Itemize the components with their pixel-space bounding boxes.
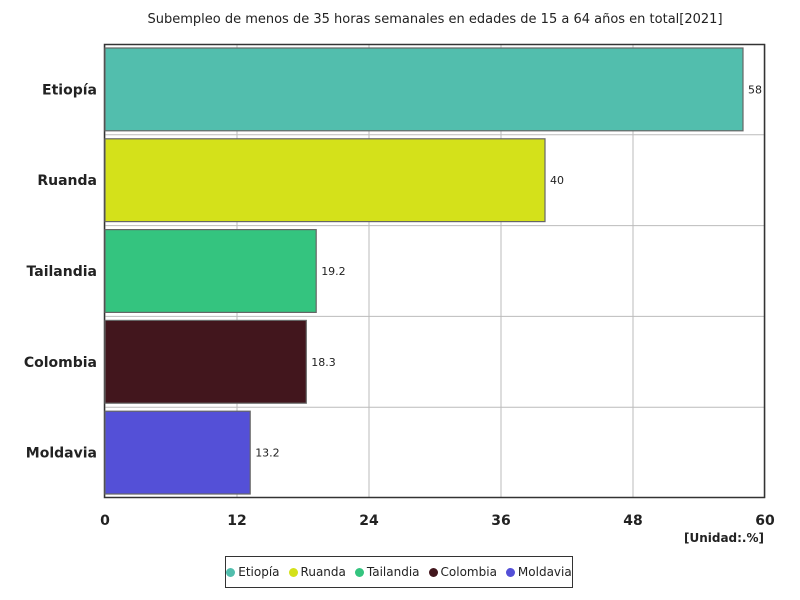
legend-swatch bbox=[288, 567, 298, 577]
legend-label: Moldavia bbox=[517, 565, 572, 579]
category-label: Etiopía bbox=[42, 82, 97, 98]
category-labels: Etiopía Ruanda Tailandia Colombia Moldavia bbox=[24, 82, 97, 461]
x-tick-label: 24 bbox=[359, 513, 379, 529]
x-tick-label: 0 bbox=[100, 513, 110, 529]
bar bbox=[104, 229, 317, 314]
bar-value-label: 18.3 bbox=[311, 356, 336, 369]
legend-label: Colombia bbox=[440, 565, 497, 579]
legend-item[interactable]: Ruanda bbox=[288, 565, 346, 579]
legend-item[interactable]: Colombia bbox=[428, 565, 497, 579]
x-tick-label: 36 bbox=[491, 513, 510, 529]
legend-swatch bbox=[505, 567, 515, 577]
legend-label: Tailandia bbox=[366, 565, 420, 579]
legend-item[interactable]: Moldavia bbox=[505, 565, 572, 579]
bars: 58 40 19.2 18.3 13.2 bbox=[104, 47, 762, 495]
bar-value-label: 13.2 bbox=[255, 447, 280, 460]
bar-value-label: 58 bbox=[748, 83, 762, 96]
legend-swatch bbox=[428, 567, 438, 577]
legend-label: Ruanda bbox=[300, 565, 346, 579]
bar bbox=[104, 47, 744, 132]
legend-swatch bbox=[354, 567, 364, 577]
legend-swatch bbox=[226, 567, 236, 577]
legend-label: Etiopía bbox=[238, 565, 280, 579]
bar bbox=[104, 319, 307, 404]
category-label: Ruanda bbox=[37, 173, 97, 189]
legend-item[interactable]: Tailandia bbox=[354, 565, 420, 579]
bar-value-label: 40 bbox=[550, 174, 564, 187]
x-tick-label: 12 bbox=[227, 513, 246, 529]
bar bbox=[104, 410, 251, 495]
x-tick-label: 60 bbox=[755, 513, 775, 529]
x-tick-label: 48 bbox=[623, 513, 642, 529]
x-tick-labels: 0 12 24 36 48 60 bbox=[100, 513, 775, 529]
bar-value-label: 19.2 bbox=[321, 265, 346, 278]
category-label: Moldavia bbox=[26, 446, 97, 462]
bar bbox=[104, 138, 546, 223]
chart-title: Subempleo de menos de 35 horas semanales… bbox=[147, 12, 722, 27]
legend-item[interactable]: Etiopía bbox=[226, 565, 280, 579]
unit-label: [Unidad:.%] bbox=[684, 531, 764, 545]
category-label: Tailandia bbox=[27, 264, 97, 280]
category-label: Colombia bbox=[24, 355, 97, 371]
legend: Etiopía Ruanda Tailandia Colombia Moldavia bbox=[225, 556, 573, 588]
